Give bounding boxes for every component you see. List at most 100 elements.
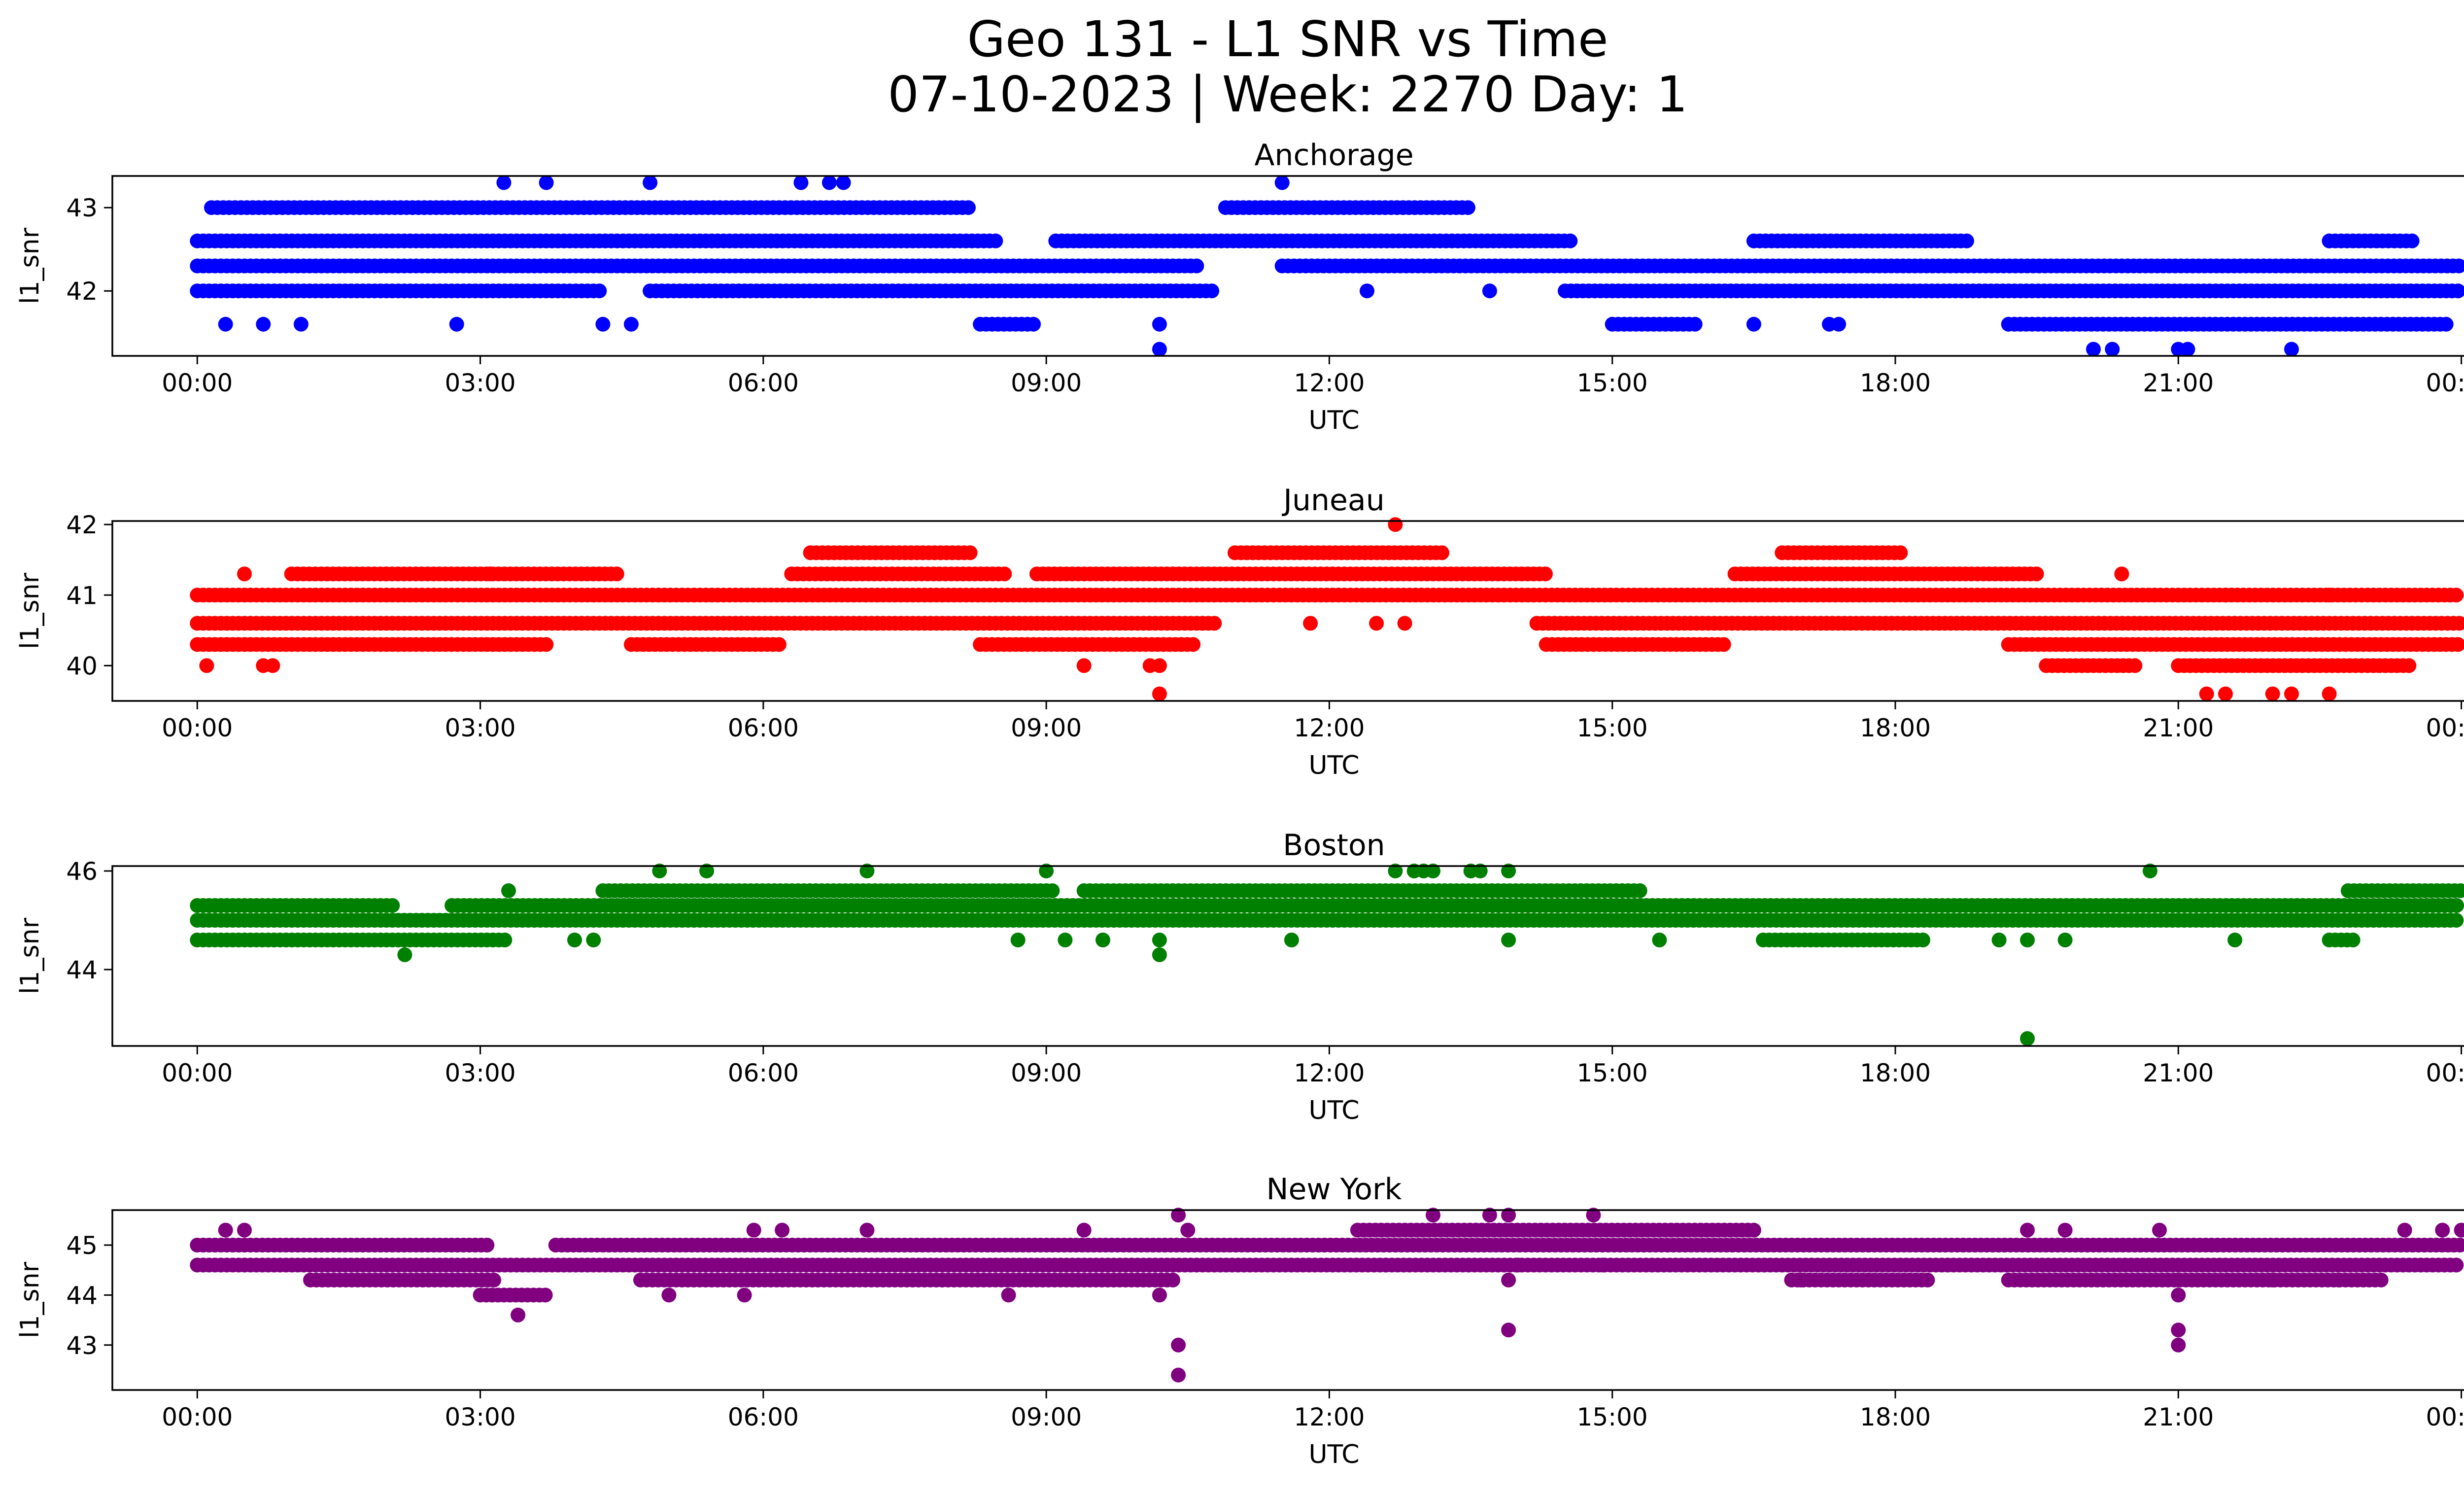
data-point — [1284, 933, 1299, 947]
data-point — [539, 637, 554, 652]
y-tick-label: 40 — [66, 652, 98, 680]
x-tick-label: 00:00 — [162, 714, 233, 742]
data-point — [237, 566, 252, 582]
data-point — [2180, 342, 2195, 357]
data-point — [1152, 316, 1167, 332]
data-point — [1687, 316, 1703, 332]
data-point — [2127, 658, 2143, 673]
data-point — [2452, 616, 2464, 631]
data-point — [1207, 616, 1222, 631]
data-point — [2218, 588, 2233, 603]
data-point — [1171, 1367, 1186, 1383]
data-point — [2265, 686, 2280, 701]
data-point — [496, 175, 512, 190]
data-point — [397, 947, 412, 962]
data-point — [2171, 1287, 2186, 1303]
subplot-juneau: 00:00 03:00 06:00 09:00 12:00 15:00 18:00 21:00… — [15, 483, 2464, 780]
data-point — [2152, 1222, 2167, 1238]
data-point — [1501, 933, 1516, 947]
y-tick-label: 43 — [66, 1331, 98, 1360]
data-point — [1152, 658, 1167, 673]
y-tick-label: 46 — [66, 857, 98, 886]
x-axis-label: UTC — [1308, 1440, 1359, 1469]
x-tick-label: 21:00 — [2143, 1403, 2214, 1431]
data-point — [2227, 933, 2243, 947]
y-axis-label: l1_snr — [15, 227, 45, 304]
data-point — [293, 316, 308, 332]
data-point — [652, 864, 667, 878]
data-point — [2345, 933, 2361, 947]
data-point — [2404, 233, 2420, 248]
axes-frame — [111, 865, 2464, 1047]
x-axis-label: UTC — [1308, 1096, 1359, 1125]
x-tick-label: 21:00 — [2143, 1059, 2214, 1087]
y-tick-label: 44 — [66, 956, 98, 984]
x-tick-label: 00:00 — [2426, 714, 2464, 742]
x-axis-label: UTC — [1308, 751, 1359, 780]
data-point — [1152, 947, 1167, 962]
data-point — [1388, 517, 1403, 532]
data-point — [1076, 658, 1092, 673]
data-point — [2451, 283, 2464, 299]
x-tick-label: 12:00 — [1294, 369, 1365, 397]
data-point — [1652, 933, 1667, 947]
data-point — [1563, 233, 1578, 248]
data-point — [2171, 1322, 2186, 1338]
data-point — [1186, 637, 1201, 652]
data-point — [256, 316, 271, 332]
data-point — [385, 898, 400, 913]
x-tick-label: 15:00 — [1577, 1403, 1648, 1431]
x-tick-label: 21:00 — [2143, 714, 2214, 742]
x-tick-label: 18:00 — [1860, 1403, 1931, 1431]
data-point — [218, 1222, 233, 1238]
data-point — [2171, 1272, 2186, 1287]
data-point — [2449, 913, 2464, 928]
y-tick-label: 44 — [66, 1281, 98, 1310]
data-point — [859, 1222, 875, 1238]
y-axis-label: l1_snr — [15, 917, 45, 994]
data-point — [1746, 316, 1761, 332]
data-point — [1435, 545, 1449, 560]
y-tick-label: 41 — [66, 581, 98, 610]
x-tick-label: 00:00 — [162, 1403, 233, 1431]
data-point — [501, 883, 516, 898]
data-point — [2454, 1222, 2464, 1238]
data-point — [538, 1287, 553, 1303]
data-point — [2438, 316, 2454, 332]
data-point — [497, 933, 513, 947]
data-point — [586, 933, 601, 947]
data-point — [2199, 686, 2214, 701]
data-point — [2331, 1272, 2346, 1287]
data-point — [2284, 342, 2299, 357]
x-tick-label: 03:00 — [445, 1059, 516, 1087]
x-tick-label: 00:00 — [162, 369, 233, 397]
data-point — [793, 175, 809, 190]
data-point — [2453, 883, 2464, 898]
figure-title-line2: 07-10-2023 | Week: 2270 Day: 1 — [888, 66, 1688, 123]
subplot-title: New York — [1266, 1172, 1402, 1207]
data-point — [1501, 1322, 1516, 1338]
data-point — [1171, 1337, 1186, 1353]
data-point — [265, 658, 280, 673]
data-point — [2451, 258, 2464, 274]
data-point — [199, 658, 214, 673]
data-point — [1303, 616, 1318, 631]
data-point — [2020, 933, 2035, 947]
subplot-new-york: 00:00 03:00 06:00 09:00 12:00 15:00 18:00 21:00… — [15, 1172, 2464, 1469]
data-point — [2452, 1238, 2464, 1252]
x-tick-label: 03:00 — [445, 714, 516, 742]
x-tick-label: 00:00 — [2426, 1059, 2464, 1087]
data-point — [539, 175, 554, 190]
x-tick-label: 12:00 — [1294, 714, 1365, 742]
data-point — [1501, 1272, 1516, 1287]
data-point — [2020, 1031, 2035, 1046]
y-axis-label: l1_snr — [15, 1261, 45, 1338]
data-point — [567, 933, 582, 947]
data-point — [1510, 1257, 1526, 1273]
x-axis-label: UTC — [1308, 406, 1359, 435]
data-point — [2284, 686, 2299, 701]
x-tick-label: 09:00 — [1011, 1059, 1082, 1087]
data-point — [771, 637, 787, 652]
data-point — [2171, 1337, 2186, 1353]
